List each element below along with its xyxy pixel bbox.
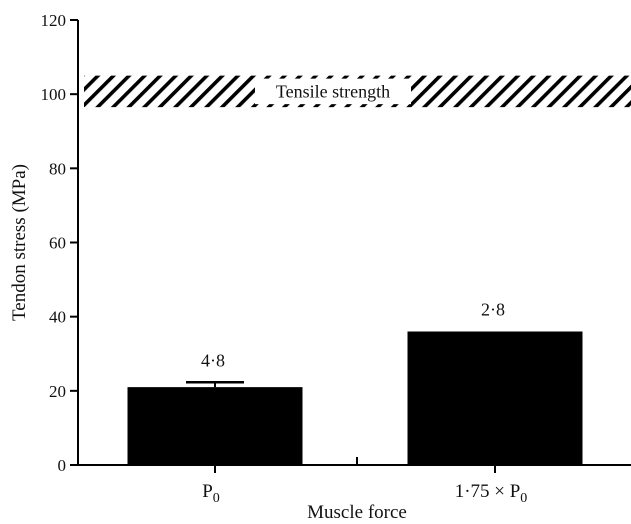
y-tick-label: 0 <box>58 456 67 475</box>
tensile-strength-label: Tensile strength <box>276 81 390 101</box>
bar <box>407 331 583 465</box>
bars <box>127 331 583 465</box>
error-bars <box>186 381 244 388</box>
tensile-strength-band: Tensile strength <box>84 75 631 108</box>
x-axis-category-labels: P0 1·75 × P0 <box>202 481 527 506</box>
bar <box>127 387 303 465</box>
data-label: 4·8 <box>201 350 225 370</box>
y-tick-label: 80 <box>49 159 66 178</box>
y-tick-label: 120 <box>41 11 67 30</box>
y-tick-label: 20 <box>49 382 66 401</box>
y-axis-title: Tendon stress (MPa) <box>9 164 30 321</box>
data-label: 2·8 <box>481 300 505 320</box>
tensile-strength-label-background <box>255 78 411 105</box>
bar-labels: 4·8 2·8 <box>201 300 505 371</box>
y-tick-label: 60 <box>49 234 66 253</box>
x-category-label: 1·75 × P0 <box>455 481 528 506</box>
x-axis-title: Muscle force <box>307 502 407 523</box>
y-tick-label: 100 <box>41 85 67 104</box>
y-tick-label: 40 <box>49 308 66 327</box>
y-axis-ticks: 0 20 40 60 80 100 120 <box>41 11 78 475</box>
x-category-label: P0 <box>202 481 220 506</box>
x-axis-ticks <box>214 457 496 473</box>
